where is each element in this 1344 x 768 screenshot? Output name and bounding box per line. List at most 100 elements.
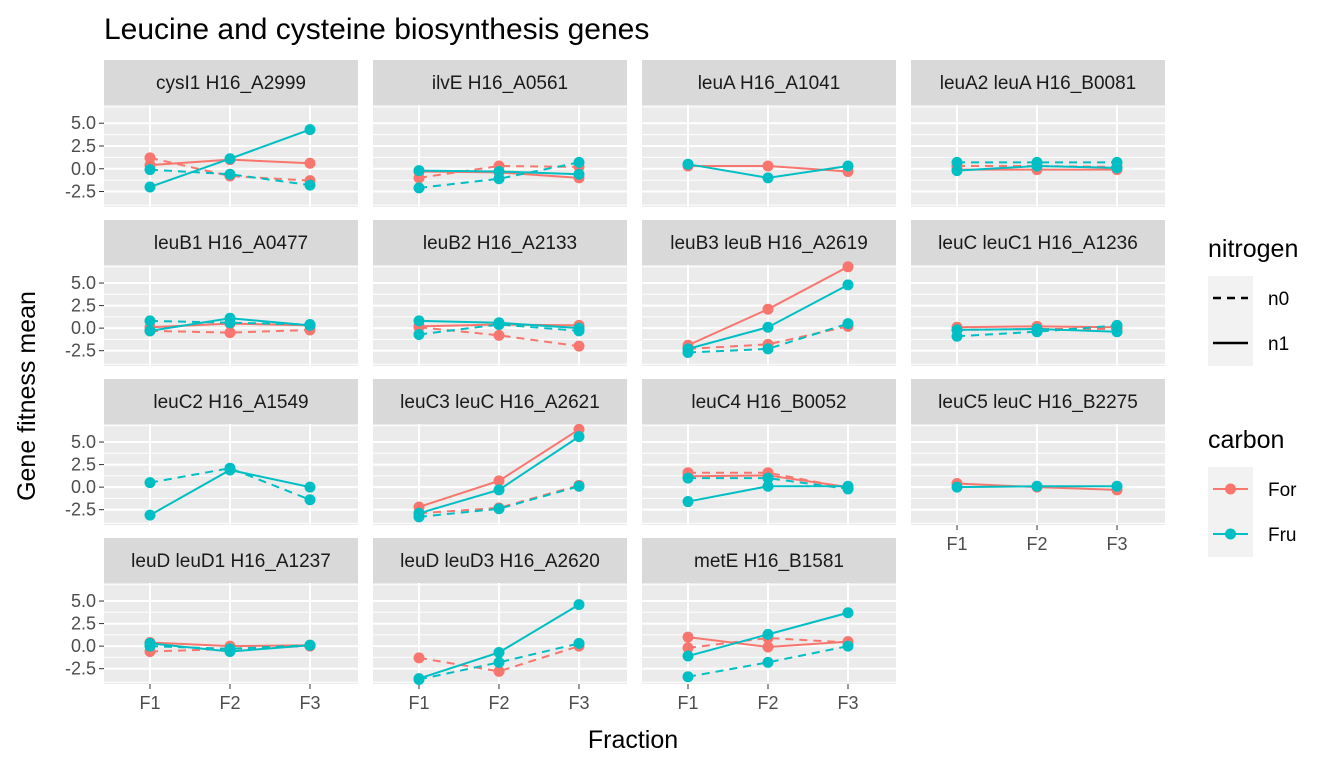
facet-panel-ilve-h16-a0561: ilvE H16_A0561 (373, 60, 627, 207)
y-tick-label: 5.0 (71, 273, 96, 293)
data-point-fru-n0 (224, 462, 236, 474)
series-line-fru-n0 (956, 324, 1118, 338)
data-point-fru-n0 (144, 477, 156, 489)
data-point-fru-n0 (951, 156, 963, 168)
data-point-fru-n0 (573, 325, 585, 337)
data-point-fru-n0 (762, 343, 774, 355)
data-point-for-n0 (224, 327, 236, 339)
y-tick-label: -2.5 (65, 500, 96, 520)
data-point-for-n1 (493, 475, 505, 487)
facet-panel-leub1-h16-a0477: leuB1 H16_A0477 5.0 2.50.0 -2.5 (65, 220, 358, 366)
data-point-fru-n1 (573, 168, 585, 180)
facet-panel-leuc5-leuc-h16-b2275: leuC5 leuC H16_B2275 F1 F2 F3 (911, 379, 1165, 554)
data-point-fru-n0 (682, 472, 694, 484)
data-point-fru-n1 (762, 628, 774, 640)
facet-strip-label: leuC3 leuC H16_A2621 (400, 392, 600, 413)
data-point-fru-n1 (413, 165, 425, 177)
data-point-fru-n0 (842, 318, 854, 330)
data-point-fru-n0 (493, 656, 505, 668)
data-point-fru-n0 (224, 643, 236, 655)
data-point-fru-n0 (573, 156, 585, 168)
y-tick-label: 0.0 (71, 159, 96, 179)
data-point-fru-n1 (951, 481, 963, 493)
facet-panel-leua2-leua-h16-b0081: leuA2 leuA H16_B0081 (911, 60, 1165, 207)
data-point-for-n0 (144, 152, 156, 164)
data-point-fru-n1 (224, 153, 236, 165)
data-point-for-n1 (762, 303, 774, 315)
data-point-fru-n1 (842, 160, 854, 172)
data-point-for-n0 (413, 652, 425, 664)
y-tick-label: -2.5 (65, 182, 96, 202)
series-line-fru-n0 (688, 477, 849, 490)
data-point-for-n0 (682, 642, 694, 654)
data-point-for-n1 (842, 261, 854, 273)
data-point-for-n1 (762, 160, 774, 172)
data-point-for-n0 (493, 665, 505, 677)
facet-strip (104, 220, 358, 265)
data-point-fru-n0 (304, 319, 316, 331)
data-point-fru-n0 (493, 173, 505, 185)
data-point-fru-n1 (144, 181, 156, 193)
data-point-fru-n1 (682, 158, 694, 170)
x-tick-label: F1 (946, 534, 967, 554)
facet-panel-leuc-leuc1-h16-a1236: leuC leuC1 H16_A1236 (911, 220, 1165, 366)
data-point-fru-n0 (842, 483, 854, 495)
data-point-fru-n0 (1111, 156, 1123, 168)
y-tick-label: 2.5 (71, 455, 96, 475)
data-point-fru-n0 (144, 164, 156, 176)
data-point-fru-n0 (762, 656, 774, 668)
facet-strip (373, 220, 627, 265)
series-line-for-n0 (956, 328, 1117, 331)
data-point-fru-n0 (413, 328, 425, 340)
data-point-fru-n0 (413, 511, 425, 523)
y-tick-label: 2.5 (71, 136, 96, 156)
legend-nitrogen-title: nitrogen (1208, 235, 1298, 263)
data-point-for-n1 (682, 631, 694, 643)
facet-strip (104, 60, 358, 105)
y-tick-label: 0.0 (71, 636, 96, 656)
data-point-fru-n0 (682, 346, 694, 358)
x-tick-label: F1 (139, 693, 160, 713)
facet-strip-label: leuC2 H16_A1549 (153, 392, 308, 413)
data-point-fru-n0 (573, 480, 585, 492)
chart-title: Leucine and cysteine biosynthesis genes (104, 13, 649, 46)
data-point-fru-n0 (304, 494, 316, 506)
legend-label-n1: n1 (1268, 334, 1289, 355)
data-point-fru-n0 (304, 179, 316, 191)
data-point-fru-n1 (762, 172, 774, 184)
data-point-fru-n0 (682, 671, 694, 683)
x-tick-label: F2 (488, 693, 509, 713)
data-point-fru-n0 (762, 472, 774, 484)
data-point-fru-n1 (1031, 480, 1043, 492)
series-line-fru-n0 (149, 644, 311, 650)
data-point-fru-n0 (1031, 326, 1043, 338)
legend-nitrogen: nitrogen n0 n1 (1208, 235, 1298, 366)
legend-label-for: For (1268, 480, 1297, 501)
facet-strip (104, 538, 358, 583)
facet-strip (373, 379, 627, 424)
facet-strip-label: leuB1 H16_A0477 (154, 233, 308, 254)
facet-strip-label: metE H16_B1581 (694, 551, 844, 572)
data-point-fru-n0 (304, 639, 316, 651)
data-point-fru-n0 (413, 182, 425, 194)
facet-strip (373, 60, 627, 105)
data-point-fru-n0 (144, 640, 156, 652)
data-point-fru-n0 (493, 319, 505, 331)
legend-point-fru (1225, 528, 1236, 540)
facet-panel-cysi1-h16-a2999: cysI1 H16_A2999 5.0 2.5 0.0 -2.5 (65, 60, 358, 207)
data-point-fru-n1 (413, 315, 425, 327)
x-tick-label: F2 (1026, 534, 1047, 554)
x-tick-label: F2 (219, 693, 240, 713)
data-point-fru-n0 (842, 640, 854, 652)
facet-strip (911, 60, 1165, 105)
facet-panel-leua-h16-a1041: leuA H16_A1041 (642, 60, 896, 207)
facet-strip-label: leuB2 H16_A2133 (423, 233, 577, 254)
y-tick-label: -2.5 (65, 341, 96, 361)
facet-strip-label: leuC5 leuC H16_B2275 (938, 392, 1138, 413)
facet-strip-label: leuB3 leuB H16_A2619 (670, 233, 868, 254)
facet-panel-leuc3-leuc-h16-a2621: leuC3 leuC H16_A2621 (373, 379, 627, 525)
facet-strip (104, 379, 358, 424)
data-point-fru-n1 (493, 484, 505, 496)
data-point-fru-n1 (1111, 480, 1123, 492)
